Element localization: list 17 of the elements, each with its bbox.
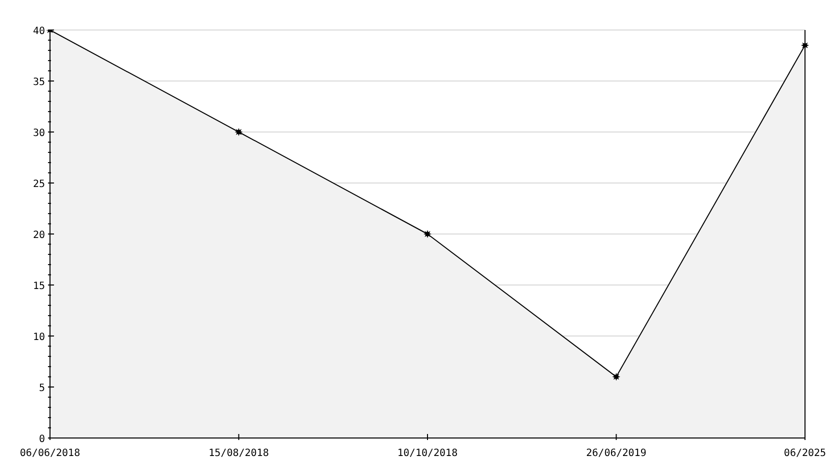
x-tick-label: 06/2025 <box>784 448 826 459</box>
point <box>424 230 432 238</box>
point <box>234 128 243 136</box>
y-tick-label: 15 <box>32 281 45 292</box>
y-tick-label: 40 <box>32 26 45 37</box>
x-tick-label: 10/10/2018 <box>397 448 458 459</box>
y-tick-label: 25 <box>32 179 45 190</box>
point <box>612 372 620 381</box>
x-tick-label: 06/06/2018 <box>20 448 80 459</box>
x-tick-label: 26/06/2019 <box>586 448 646 459</box>
y-tick-label: 35 <box>32 77 45 88</box>
y-tick-label: 0 <box>38 434 45 445</box>
y-tick-label: 10 <box>32 332 45 343</box>
y-tick-label: 20 <box>32 230 45 241</box>
x-tick-label: 15/08/2018 <box>208 448 269 459</box>
y-tick-label: 30 <box>32 128 45 139</box>
y-tick-label: 5 <box>38 383 45 394</box>
